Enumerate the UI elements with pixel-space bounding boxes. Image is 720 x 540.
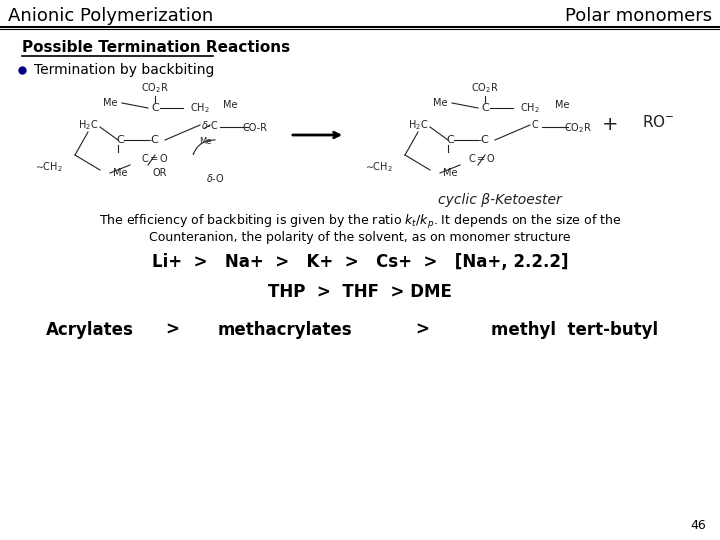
Text: $\delta$-C: $\delta$-C [201,119,219,131]
Text: +: + [602,116,618,134]
Text: C: C [116,135,124,145]
Text: CO-R: CO-R [243,123,268,133]
Text: Polar monomers: Polar monomers [565,7,712,25]
Text: H$_2$C: H$_2$C [78,118,98,132]
Text: OR: OR [153,168,167,178]
Text: >: > [415,321,429,339]
Text: Me: Me [113,168,127,178]
Text: Me: Me [433,98,448,108]
Text: Termination by backbiting: Termination by backbiting [34,63,215,77]
Text: methyl  tert-butyl: methyl tert-butyl [492,321,659,339]
Text: C$=$O: C$=$O [468,152,496,164]
Text: $\sim\!\!$CH$_2$: $\sim\!\!$CH$_2$ [364,160,392,174]
Text: Me: Me [554,100,570,110]
FancyArrowPatch shape [193,140,215,154]
Text: Me: Me [104,98,118,108]
Text: —C: —C [470,135,489,145]
Text: Me: Me [443,168,457,178]
Text: Possible Termination Reactions: Possible Termination Reactions [22,40,290,56]
Text: cyclic β-Ketoester: cyclic β-Ketoester [438,193,562,207]
Text: CH$_2$: CH$_2$ [190,101,210,115]
Text: Anionic Polymerization: Anionic Polymerization [8,7,213,25]
Text: Me: Me [199,138,211,146]
Text: >: > [165,321,179,339]
Text: C: C [481,103,489,113]
Text: methacrylates: methacrylates [217,321,352,339]
Text: CO$_2$R: CO$_2$R [564,121,592,135]
Text: CO$_2$R: CO$_2$R [141,81,169,95]
Text: Li+  >   Na+  >   K+  >   Cs+  >   [Na+, 2.2.2]: Li+ > Na+ > K+ > Cs+ > [Na+, 2.2.2] [152,253,568,271]
Text: C$=$O: C$=$O [141,152,169,164]
Text: C: C [531,120,539,130]
Text: The efficiency of backbiting is given by the ratio $k_t$/$k_p$. It depends on th: The efficiency of backbiting is given by… [99,213,621,231]
Text: CO$_2$R: CO$_2$R [471,81,499,95]
Text: 46: 46 [690,519,706,532]
Text: C: C [151,103,159,113]
Text: Acrylates: Acrylates [46,321,134,339]
Text: —C: —C [140,135,159,145]
Text: Me: Me [222,100,238,110]
Text: RO$^{-}$: RO$^{-}$ [642,114,674,130]
Text: Counteranion, the polarity of the solvent, as on monomer structure: Counteranion, the polarity of the solven… [149,232,571,245]
Text: $\delta$-O: $\delta$-O [206,172,225,184]
Text: $\sim\!\!$CH$_2$: $\sim\!\!$CH$_2$ [34,160,63,174]
Text: C: C [446,135,454,145]
Text: CH$_2$: CH$_2$ [520,101,540,115]
Text: H$_2$C: H$_2$C [408,118,428,132]
Text: THP  >  THF  > DME: THP > THF > DME [268,283,452,301]
